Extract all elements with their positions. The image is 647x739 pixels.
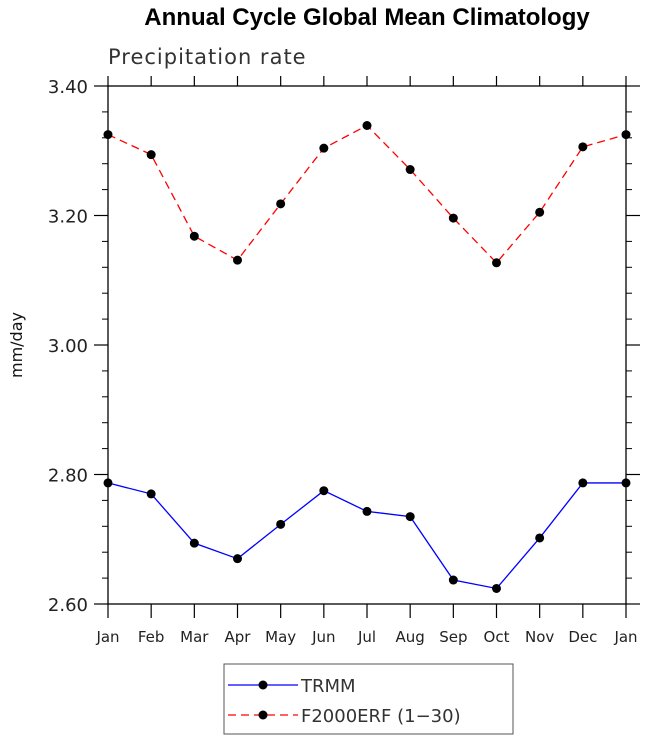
series-point-1 [276,199,286,209]
legend-label-0: TRMM [300,676,356,697]
legend-marker-1 [258,710,268,720]
chart-subtitle: Precipitation rate [108,45,307,69]
x-tick-label: Feb [138,628,165,646]
x-tick-label: Dec [568,628,597,646]
series-point-1 [362,120,372,130]
x-tick-labels: Jan Feb Mar Apr May Jun Jul Aug Sep Oct Nov Dec Jan [95,628,637,646]
y-tick-label: 2.60 [48,595,88,616]
y-axis-label: mm/day [7,312,26,378]
y-tick-label: 3.20 [48,207,88,228]
chart-title: Annual Cycle Global Mean Climatology [144,4,590,31]
y-tick-label: 3.00 [48,336,88,357]
series-point-1 [621,130,631,140]
series-point-1 [535,207,545,217]
series-point-1 [233,255,242,265]
series-point-1 [103,130,113,140]
series-point-1 [492,258,501,268]
x-tick-label: Jul [357,628,376,646]
x-tick-label: Jan [95,628,119,646]
x-tick-label: Mar [180,628,209,646]
series-layer [103,120,631,593]
x-tick-label: Sep [439,628,467,646]
series-point-0 [405,512,415,522]
series-point-0 [362,506,372,516]
series-point-0 [578,478,588,488]
x-tick-label: Oct [484,628,510,646]
series-point-1 [319,143,329,153]
tick-marks [94,76,640,618]
series-point-0 [621,478,631,488]
legend-marker-0 [258,680,268,690]
series-point-0 [146,489,156,499]
legend-label-1: F2000ERF (1−30) [301,706,461,727]
series-point-0 [103,478,113,488]
series-line-1 [107,124,627,264]
x-tick-label: Aug [396,628,425,646]
y-tick-labels: 2.60 2.80 3.00 3.20 3.40 [48,77,88,616]
legend-box [223,663,514,735]
legend: TRMM F2000ERF (1−30) [228,676,461,727]
series-point-1 [146,150,156,160]
series-point-0 [448,575,458,585]
y-tick-label: 2.80 [48,466,88,487]
x-tick-label: May [265,628,296,646]
x-tick-label: Jun [311,628,335,646]
series-point-0 [276,519,286,529]
series-point-1 [405,165,415,175]
series-point-0 [535,533,545,543]
series-point-1 [448,213,458,223]
series-line-0 [107,482,626,590]
series-point-1 [578,142,588,152]
series-point-0 [319,486,329,496]
series-point-0 [492,583,501,593]
series-point-0 [189,538,199,548]
y-tick-label: 3.40 [48,77,88,98]
x-tick-label: Jan [613,628,637,646]
series-point-0 [233,554,242,564]
x-tick-label: Apr [225,628,252,646]
series-point-1 [189,231,199,241]
x-tick-label: Nov [525,628,554,646]
